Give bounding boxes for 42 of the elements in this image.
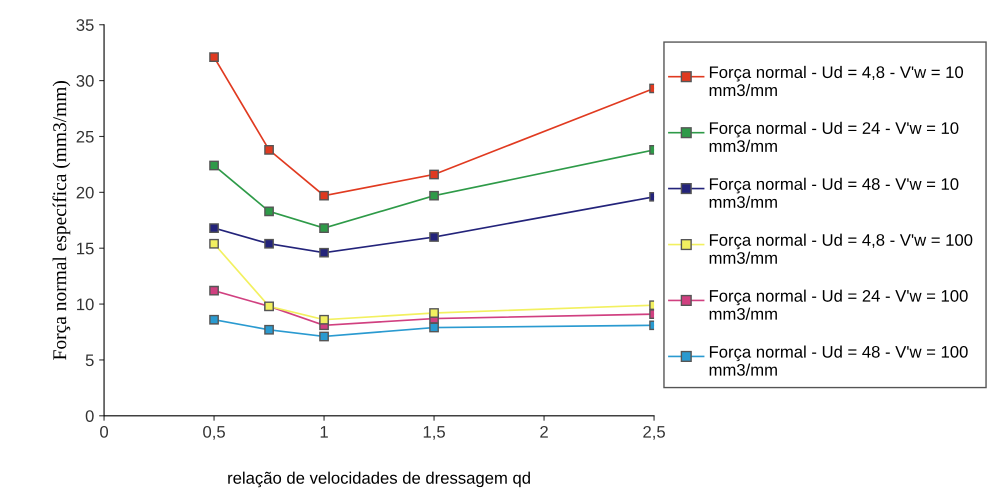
legend-label: Força normal - Ud = 48 - V'w = 100 mm3/mm bbox=[710, 346, 968, 376]
point bbox=[264, 206, 274, 216]
legend-label: Força normal - Ud = 24 - V'w = 100 mm3/mm bbox=[710, 290, 968, 320]
y-tick-label: 30 bbox=[76, 75, 94, 87]
point bbox=[429, 232, 439, 242]
point bbox=[209, 160, 219, 170]
x-tick-label: 1 bbox=[320, 426, 328, 438]
y-tick-label: 25 bbox=[76, 130, 94, 143]
y-tick-label: 5 bbox=[86, 354, 94, 366]
y-tick-label: 20 bbox=[76, 186, 94, 199]
y-tick-label: 0 bbox=[86, 410, 94, 422]
x-tick-label: 0,5 bbox=[203, 426, 225, 440]
point bbox=[319, 248, 329, 258]
y-tick-label: 35 bbox=[76, 19, 94, 31]
point bbox=[429, 308, 439, 318]
point bbox=[209, 52, 219, 62]
point bbox=[319, 190, 329, 201]
point bbox=[319, 314, 329, 325]
legend-label: Força normal - Ud = 4,8 - V'w = 10 mm3/mm bbox=[710, 66, 964, 96]
y-tick-label: 15 bbox=[77, 242, 94, 254]
x-tick-label: 0 bbox=[100, 426, 108, 438]
point bbox=[264, 145, 274, 155]
x-axis-title: relação de velocidades de dressagem qd bbox=[228, 472, 530, 488]
point bbox=[429, 190, 439, 201]
x-tick-label: 1,5 bbox=[424, 426, 445, 440]
point bbox=[264, 324, 274, 335]
point bbox=[319, 332, 329, 342]
legend-label: Força normal - Ud = 24 - V'w = 10 mm3/mm bbox=[710, 122, 958, 152]
point bbox=[264, 238, 274, 249]
legend-label: Força normal - Ud = 4,8 - V'w = 100 mm3/mm bbox=[710, 234, 972, 264]
y-tick-label: 10 bbox=[77, 298, 94, 310]
point bbox=[429, 322, 439, 332]
point bbox=[209, 286, 219, 296]
x-tick-label: 2 bbox=[540, 426, 548, 438]
point bbox=[209, 223, 219, 233]
y-axis-title: Força normal específica (mm3/mm) bbox=[52, 81, 70, 360]
point bbox=[209, 314, 219, 325]
x-tick-label: 2,5 bbox=[643, 426, 665, 440]
point bbox=[429, 170, 439, 180]
point bbox=[319, 223, 329, 233]
legend-label: Força normal - Ud = 48 - V'w = 10 mm3/mm bbox=[710, 178, 958, 208]
point bbox=[209, 238, 219, 249]
